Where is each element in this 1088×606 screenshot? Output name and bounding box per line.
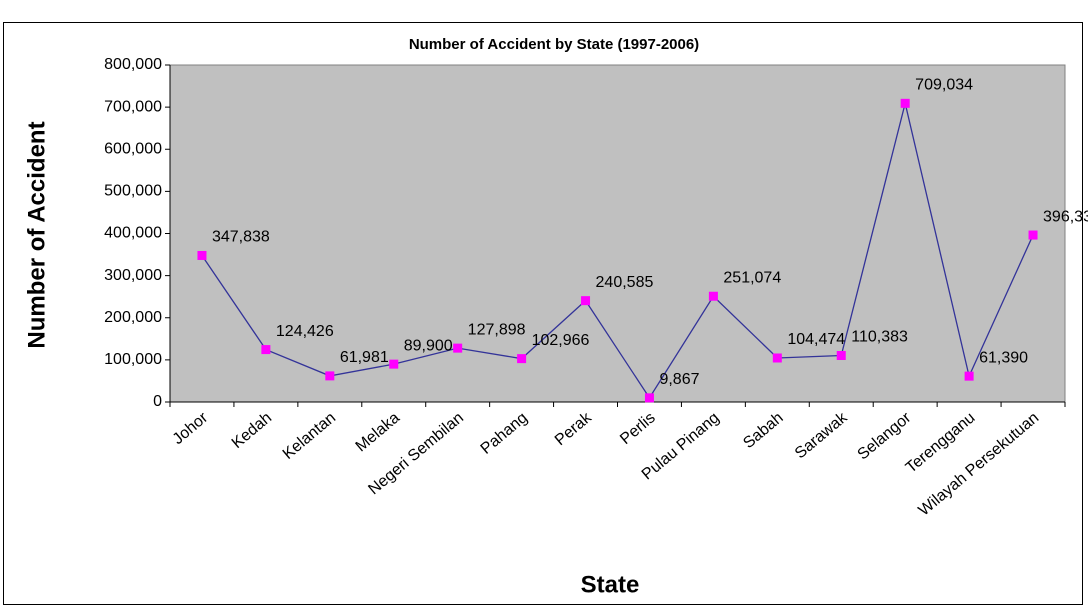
marker: [517, 354, 527, 364]
data-label: 127,898: [468, 321, 526, 338]
y-tick-label: 300,000: [104, 267, 162, 284]
y-axis-title: Number of Accident: [23, 121, 50, 348]
y-tick-label: 700,000: [104, 98, 162, 115]
data-label: 61,981: [340, 349, 389, 366]
data-label: 110,383: [851, 329, 908, 346]
data-label: 347,838: [212, 229, 270, 246]
marker: [325, 371, 335, 381]
marker: [900, 98, 910, 108]
data-label: 104,474: [787, 331, 845, 348]
data-label: 9,867: [659, 371, 699, 388]
marker: [836, 351, 846, 361]
y-tick-label: 500,000: [104, 183, 162, 200]
data-label: 61,390: [979, 349, 1028, 366]
chart-title: Number of Accident by State (1997-2006): [409, 36, 699, 53]
y-tick-label: 100,000: [104, 351, 162, 368]
y-tick-label: 200,000: [104, 309, 162, 326]
data-label: 102,966: [532, 332, 590, 349]
series-line: [201, 103, 1034, 400]
marker: [644, 393, 654, 403]
x-axis-title: State: [581, 571, 640, 598]
y-tick-label: 0: [153, 393, 162, 410]
marker: [389, 359, 399, 369]
marker: [261, 345, 271, 355]
marker: [708, 291, 718, 301]
marker: [581, 296, 591, 306]
marker: [772, 353, 782, 363]
y-tick-label: 800,000: [104, 56, 162, 73]
marker: [197, 250, 207, 260]
data-label: 89,900: [404, 337, 453, 354]
plot-area: [169, 64, 1066, 403]
y-tick-label: 600,000: [104, 140, 162, 157]
data-label: 396,331: [1043, 208, 1088, 225]
data-label: 251,074: [723, 269, 781, 286]
marker: [1028, 230, 1038, 240]
data-label: 709,034: [915, 77, 973, 94]
data-label: 240,585: [596, 274, 654, 291]
data-label: 124,426: [276, 323, 334, 340]
marker: [964, 371, 974, 381]
y-tick-label: 400,000: [104, 225, 162, 242]
marker: [453, 343, 463, 353]
